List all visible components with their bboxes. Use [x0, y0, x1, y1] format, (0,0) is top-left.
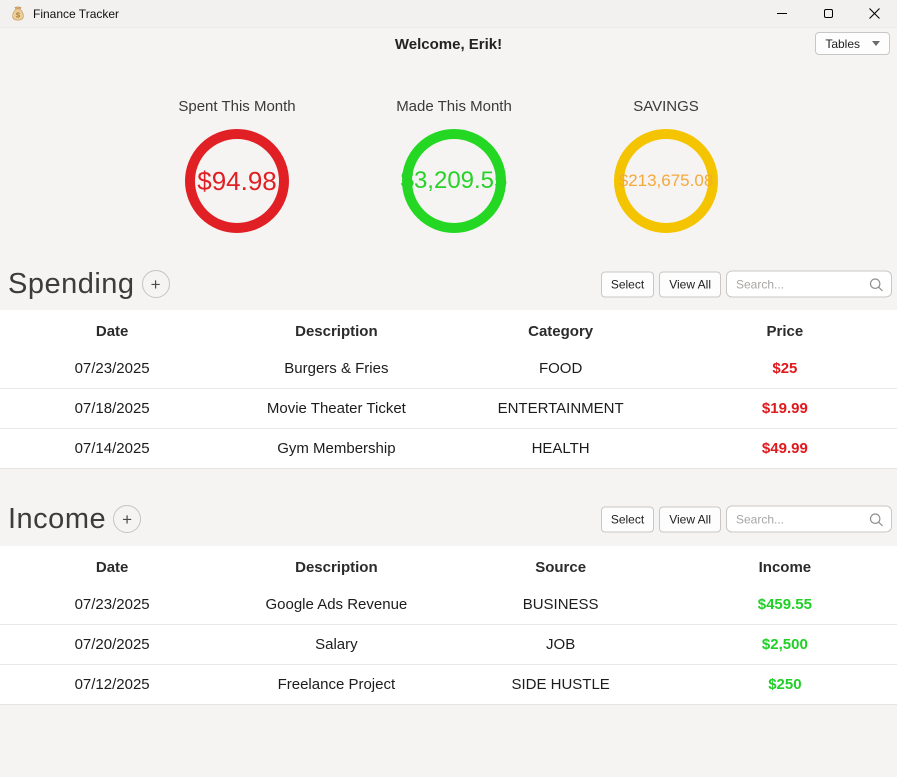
column-header-price: Price: [766, 322, 804, 340]
column-header-date: Date: [95, 322, 129, 340]
close-icon: [868, 8, 880, 19]
savings-value: $213,675.08: [618, 171, 714, 190]
cell-income: $250: [768, 676, 802, 693]
cell-price: $19.99: [761, 400, 808, 417]
stats-row: Spent This Month $94.98 Made This Month …: [0, 62, 897, 262]
tables-dropdown-label: Tables: [825, 36, 860, 51]
cell-date: 07/14/2025: [74, 440, 150, 457]
cell-description: Salary: [315, 636, 358, 653]
window-title: Finance Tracker: [33, 6, 120, 21]
table-row[interactable]: 07/14/2025 Gym Membership HEALTH $49.99: [0, 428, 897, 468]
column-header-date: Date: [95, 558, 129, 576]
table-row[interactable]: 07/20/2025 Salary JOB $2,500: [0, 624, 897, 664]
welcome-row: Welcome, Erik! Tables: [0, 28, 897, 62]
money-bag-icon: $: [10, 6, 26, 22]
table-row[interactable]: 07/23/2025 Burgers & Fries FOOD $25: [0, 348, 897, 388]
spending-search-input[interactable]: [736, 277, 866, 291]
income-title: Income: [8, 502, 107, 535]
cell-source: SIDE HUSTLE: [511, 676, 610, 693]
cell-category: HEALTH: [531, 440, 590, 457]
cell-category: FOOD: [538, 359, 583, 377]
cell-income: $2,500: [761, 636, 808, 653]
search-icon: [869, 278, 884, 293]
income-search-input[interactable]: [736, 512, 866, 526]
cell-source: BUSINESS: [522, 595, 599, 613]
spending-title: Spending: [8, 267, 135, 300]
maximize-icon: [823, 9, 833, 18]
table-row[interactable]: 07/12/2025 Freelance Project SIDE HUSTLE…: [0, 664, 897, 704]
cell-description: Gym Membership: [277, 440, 396, 457]
section-gap: [0, 469, 897, 497]
spent-value: $94.98: [197, 165, 277, 196]
minimize-button[interactable]: [759, 0, 805, 28]
cell-description: Google Ads Revenue: [265, 595, 408, 613]
plus-icon: +: [122, 509, 133, 529]
chevron-down-icon: [872, 41, 880, 46]
stat-label: SAVINGS: [633, 98, 699, 115]
column-header-income: Income: [758, 558, 812, 576]
cell-date: 07/20/2025: [74, 636, 150, 653]
maximize-button[interactable]: [805, 0, 851, 28]
spent-ring: $94.98: [185, 129, 289, 233]
tables-dropdown[interactable]: Tables: [815, 32, 890, 55]
stat-spent-this-month: Spent This Month $94.98: [127, 98, 347, 233]
cell-category: ENTERTAINMENT: [497, 400, 624, 417]
spending-section-header: Spending + Select View All: [0, 262, 897, 306]
stat-made-this-month: Made This Month $3,209.55: [344, 98, 564, 233]
add-income-button[interactable]: +: [113, 505, 142, 533]
income-table: Date Description Source Income 07/23/202…: [0, 546, 897, 705]
welcome-message: Welcome, Erik!: [394, 36, 503, 53]
cell-date: 07/12/2025: [74, 676, 150, 693]
table-row[interactable]: 07/18/2025 Movie Theater Ticket ENTERTAI…: [0, 388, 897, 428]
search-icon: [869, 513, 884, 528]
spending-table-header: Date Description Category Price: [0, 310, 897, 348]
spending-search-box: [726, 270, 892, 298]
cell-income: $459.55: [757, 595, 812, 613]
cell-date: 07/23/2025: [74, 359, 150, 377]
cell-description: Burgers & Fries: [284, 359, 389, 377]
cell-price: $25: [772, 359, 798, 377]
income-table-header: Date Description Source Income: [0, 546, 897, 584]
spending-table: Date Description Category Price 07/23/20…: [0, 310, 897, 469]
column-header-description: Description: [295, 322, 378, 340]
stat-label: Made This Month: [396, 98, 512, 115]
table-row[interactable]: 07/23/2025 Google Ads Revenue BUSINESS $…: [0, 584, 897, 624]
minimize-icon: [777, 13, 787, 14]
cell-description: Movie Theater Ticket: [266, 400, 406, 417]
cell-date: 07/23/2025: [74, 595, 150, 613]
plus-icon: +: [150, 274, 161, 294]
spending-select-button[interactable]: Select: [600, 271, 655, 297]
column-header-source: Source: [535, 558, 587, 576]
cell-price: $49.99: [761, 440, 808, 457]
column-header-description: Description: [295, 558, 378, 576]
made-value: $3,209.55: [400, 167, 508, 194]
income-select-button[interactable]: Select: [600, 506, 655, 532]
made-ring: $3,209.55: [400, 129, 508, 233]
income-controls: Select View All: [600, 505, 892, 533]
cell-source: JOB: [546, 636, 576, 653]
cell-date: 07/18/2025: [74, 400, 150, 417]
stat-savings: SAVINGS $213,675.08: [556, 98, 776, 233]
spending-controls: Select View All: [600, 270, 892, 298]
income-view-all-button[interactable]: View All: [659, 506, 721, 532]
savings-ring: $213,675.08: [614, 129, 718, 233]
close-button[interactable]: [851, 0, 897, 28]
column-header-category: Category: [528, 322, 594, 340]
titlebar: $ Finance Tracker: [0, 0, 897, 28]
stat-label: Spent This Month: [178, 98, 296, 115]
svg-text:$: $: [16, 10, 21, 19]
window-controls: [759, 0, 897, 28]
spending-view-all-button[interactable]: View All: [659, 271, 721, 297]
add-spending-button[interactable]: +: [141, 270, 170, 298]
cell-description: Freelance Project: [277, 676, 396, 693]
income-search-box: [726, 505, 892, 533]
income-section-header: Income + Select View All: [0, 497, 897, 541]
